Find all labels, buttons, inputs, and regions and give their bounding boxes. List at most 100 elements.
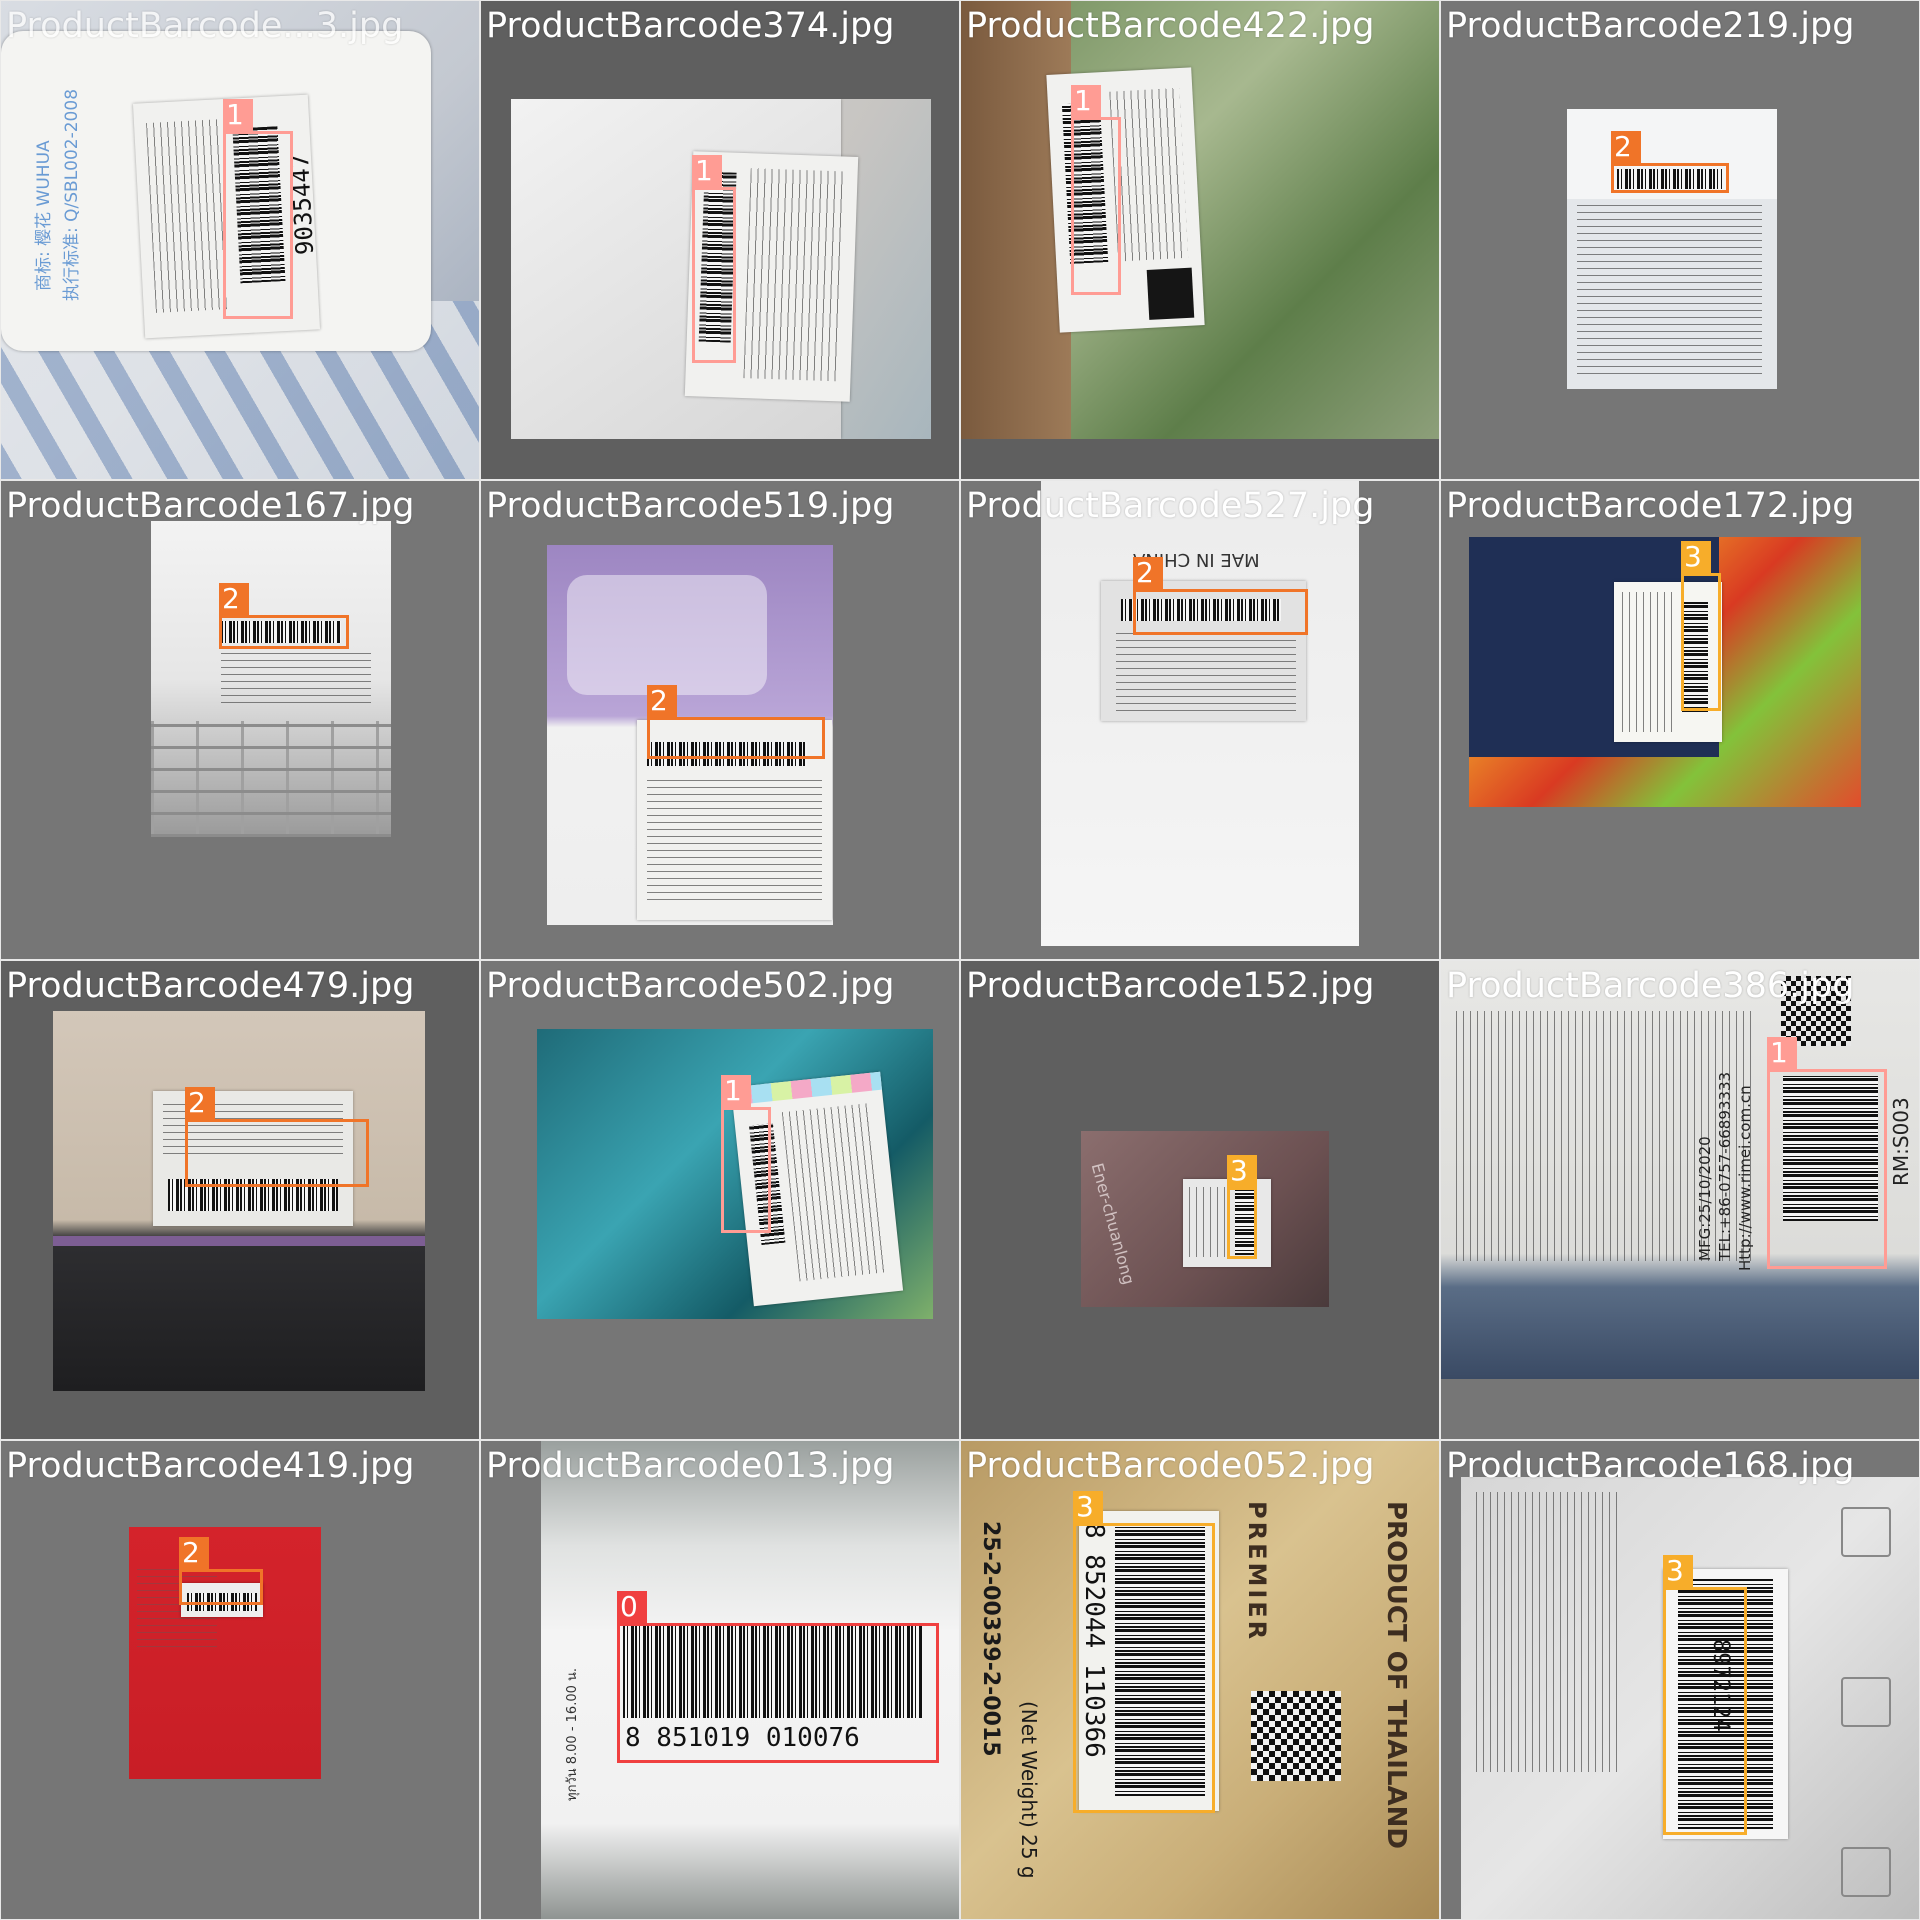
tile-9: 2 ProductBarcode479.jpg: [1, 961, 479, 1439]
tile-6: 2 ProductBarcode519.jpg: [481, 481, 959, 959]
sticker-text: [781, 1102, 890, 1282]
tile-filename: ProductBarcode527.jpg: [966, 486, 1375, 526]
mfg-text: MFG:25/10/2020: [1696, 1136, 1714, 1261]
tile-13-photo: [129, 1527, 321, 1779]
label-text: [647, 780, 822, 900]
hook-rail: [53, 1236, 425, 1246]
detection-class-label: 2: [1611, 131, 1641, 163]
color-stripe: [730, 1071, 882, 1106]
sticker-label: [181, 1583, 263, 1617]
tile-filename: ProductBarcode502.jpg: [486, 966, 895, 1006]
tile-1: 商标: 樱花 WUHUA 执行标准: Q/SBL002-2008 9035447…: [1, 1, 479, 479]
sticker-text: [1622, 592, 1677, 732]
detection-class-label: 1: [721, 1075, 751, 1107]
barcode: [1235, 1189, 1257, 1255]
detection-class-label: 3: [1681, 541, 1711, 573]
tile-4-photo: [1567, 109, 1777, 389]
tel-text: TEL:+86-0757-66893333: [1716, 1071, 1734, 1261]
label-text: [1116, 631, 1296, 711]
brand-mark: [1146, 267, 1195, 320]
detection-class-label: 2: [179, 1537, 209, 1569]
tile-12-photo: MFG:25/10/2020 TEL:+86-0757-66893333 Htt…: [1441, 961, 1919, 1379]
care-icon-pants: [1841, 1677, 1891, 1727]
barcode-digits: 8 851019 010076: [625, 1723, 860, 1753]
tile-16-photo: 8972124: [1461, 1477, 1919, 1919]
brand-text: Ener-chuanlong: [1087, 1161, 1139, 1287]
detection-box: 2: [185, 1087, 369, 1187]
tile-4: 2 ProductBarcode219.jpg: [1441, 1, 1919, 479]
detection-box: 2: [219, 583, 349, 649]
tile-filename: ProductBarcode422.jpg: [966, 6, 1375, 46]
detection-class-label: 1: [1767, 1037, 1797, 1069]
tile-filename: ProductBarcode172.jpg: [1446, 486, 1855, 526]
wire-rack: [151, 721, 391, 837]
detection-box: 2: [647, 685, 825, 759]
brand-text: 商标: 樱花 WUHUA: [34, 140, 54, 291]
detection-class-label: 2: [219, 583, 249, 615]
barcode: [1678, 1579, 1773, 1829]
detection-class-label: 3: [1663, 1555, 1693, 1587]
detection-box: 1: [1071, 85, 1121, 295]
tray-insert: [567, 575, 767, 695]
tile-filename: ProductBarcode052.jpg: [966, 1446, 1375, 1486]
tile-filename: ProductBarcode374.jpg: [486, 6, 895, 46]
tile-15-photo: 25-2-00339-2-0015 (Net Weight) 25 g 8 85…: [961, 1441, 1439, 1919]
detection-class-label: 2: [1133, 557, 1163, 589]
detection-box: 3: [1227, 1155, 1257, 1259]
tile-13: 2 ProductBarcode419.jpg: [1, 1441, 479, 1919]
sticker-text: [1189, 1187, 1229, 1257]
tile-3: 1 ProductBarcode422.jpg: [961, 1, 1439, 479]
detection-box: 3: [1681, 541, 1721, 711]
sticker-label: 8972124: [1663, 1569, 1788, 1839]
detection-class-label: 3: [1227, 1155, 1257, 1187]
tile-filename: ProductBarcode519.jpg: [486, 486, 895, 526]
sticker-text: [146, 119, 231, 313]
brand-print: 商标: 樱花 WUHUA 执行标准: Q/SBL002-2008: [29, 88, 89, 311]
detection-box: 2: [1133, 557, 1308, 635]
brand-text: PREMIER: [1243, 1501, 1271, 1643]
code-text: RM:S003: [1889, 1097, 1913, 1186]
detection-box: 2: [1611, 131, 1729, 193]
tile-8-photo: [1469, 537, 1861, 807]
web-text: Http://www.rimei.com.cn: [1736, 1085, 1754, 1271]
barcode: [623, 1626, 923, 1718]
detection-box: 1: [721, 1075, 771, 1233]
care-icon-shirt: [1841, 1507, 1891, 1557]
barcode: [1682, 602, 1708, 712]
registration-text: 25-2-00339-2-0015: [978, 1521, 1003, 1757]
barcode: [647, 742, 807, 766]
tile-12: MFG:25/10/2020 TEL:+86-0757-66893333 Htt…: [1441, 961, 1919, 1439]
tile-filename: ProductBarcode013.jpg: [486, 1446, 895, 1486]
hours-text: ทุกวัน 8.00 - 16.00 น.: [565, 1667, 580, 1801]
label-text: [1577, 204, 1762, 374]
tile-filename: ProductBarcode168.jpg: [1446, 1446, 1855, 1486]
tile-2: 1 ProductBarcode374.jpg: [481, 1, 959, 479]
detection-box: 3: [1073, 1491, 1215, 1813]
tile-filename: ProductBarcode...3.jpg: [6, 6, 404, 46]
detection-class-label: 2: [647, 685, 677, 717]
tile-16: 8972124 3 ProductBarcode168.jpg: [1441, 1441, 1919, 1919]
label-text: [1456, 1011, 1756, 1261]
tile-8: 3 ProductBarcode172.jpg: [1441, 481, 1919, 959]
standard-text: 执行标准: Q/SBL002-2008: [62, 88, 82, 301]
tile-filename: ProductBarcode479.jpg: [6, 966, 415, 1006]
tile-15: 25-2-00339-2-0015 (Net Weight) 25 g 8 85…: [961, 1441, 1439, 1919]
detection-class-label: 3: [1073, 1491, 1103, 1523]
detection-class-label: 1: [1071, 85, 1101, 117]
detection-class-label: 0: [617, 1591, 647, 1623]
sticker-label: 8 852044 110366: [1079, 1511, 1219, 1811]
tile-5: 2 ProductBarcode167.jpg: [1, 481, 479, 959]
sticker-text: [743, 168, 846, 382]
tile-7-photo: MAE IN CHINA: [1041, 481, 1359, 946]
tile-7: MAE IN CHINA 2 ProductBarcode527.jpg: [961, 481, 1439, 959]
sticker-label: [637, 720, 832, 920]
qr-code: [1781, 976, 1851, 1046]
tile-5-photo: [151, 521, 391, 837]
qr-code: [1251, 1691, 1341, 1781]
barcode: [1617, 169, 1722, 189]
barcode: [1115, 1526, 1205, 1796]
weight-text: (Net Weight) 25 g: [1017, 1701, 1041, 1879]
tile-1-photo: 商标: 樱花 WUHUA 执行标准: Q/SBL002-2008 9035447: [1, 1, 479, 479]
tile-filename: ProductBarcode219.jpg: [1446, 6, 1855, 46]
